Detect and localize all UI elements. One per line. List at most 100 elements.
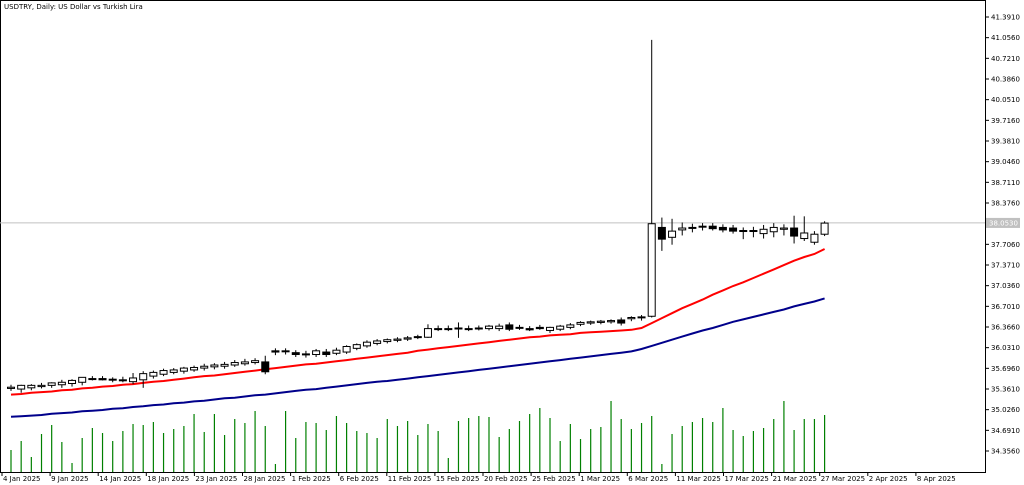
candle-body xyxy=(210,364,219,368)
x-tick-label: 15 Feb 2025 xyxy=(436,475,480,483)
candle-body xyxy=(505,324,514,330)
candle-body xyxy=(596,320,605,323)
y-tick-label: 34.6910 xyxy=(991,427,1020,435)
x-tick-label: 23 Jan 2025 xyxy=(195,475,237,483)
candle-body xyxy=(790,227,799,237)
candle-body xyxy=(281,350,290,353)
candle-body xyxy=(484,325,493,330)
candle-body xyxy=(698,225,707,228)
candle-body xyxy=(556,325,565,330)
candle-body xyxy=(678,227,687,231)
y-tick-label: 41.3910 xyxy=(991,14,1020,22)
y-tick-label: 37.3710 xyxy=(991,262,1020,270)
y-tick-label: 36.7010 xyxy=(991,303,1020,311)
candle-body xyxy=(586,321,595,324)
candle-body xyxy=(444,328,453,331)
x-tick-label: 1 Mar 2025 xyxy=(580,475,620,483)
y-tick-label: 38.3760 xyxy=(991,200,1020,208)
candle-body xyxy=(78,376,87,383)
y-tick-label: 35.3610 xyxy=(991,386,1020,394)
candle-body xyxy=(230,362,239,366)
candle-body xyxy=(108,378,117,381)
candle-body xyxy=(98,378,107,381)
candle-body xyxy=(464,328,473,331)
candle-body xyxy=(179,367,188,372)
candle-body xyxy=(57,381,66,386)
x-tick-label: 17 Mar 2025 xyxy=(725,475,769,483)
candle-body xyxy=(200,365,209,369)
candle-body xyxy=(27,384,36,389)
candle-body xyxy=(47,382,56,386)
candle-body xyxy=(566,324,575,328)
candle-body xyxy=(525,328,534,331)
candle-body xyxy=(739,230,748,233)
candle-body xyxy=(403,337,412,340)
candle-body xyxy=(617,319,626,324)
x-tick-label: 28 Jan 2025 xyxy=(244,475,286,483)
candle-body xyxy=(393,338,402,341)
candle-body xyxy=(535,326,544,330)
x-tick-label: 11 Feb 2025 xyxy=(388,475,432,483)
candle-body xyxy=(474,327,483,330)
candle-body xyxy=(342,345,351,353)
candle-body xyxy=(515,326,524,329)
candle-body xyxy=(261,361,270,373)
x-tick-label: 25 Feb 2025 xyxy=(532,475,576,483)
x-tick-label: 11 Mar 2025 xyxy=(676,475,720,483)
candle-body xyxy=(37,384,46,388)
candle-body xyxy=(810,233,819,243)
candle-body xyxy=(627,316,636,320)
candle-body xyxy=(271,350,280,353)
y-tick-label: 39.0460 xyxy=(991,158,1020,166)
x-tick-label: 8 Apr 2025 xyxy=(917,475,956,483)
candle-body xyxy=(251,360,260,364)
y-tick-label: 41.0560 xyxy=(991,34,1020,42)
candle-body xyxy=(749,230,758,233)
candle-body xyxy=(159,370,168,375)
candle-body xyxy=(68,379,77,385)
candle-body xyxy=(495,325,504,330)
candle-body xyxy=(729,227,738,232)
chart-title: USDTRY, Daily: US Dollar vs Turkish Lira xyxy=(4,3,143,11)
candle-body xyxy=(291,352,300,356)
y-tick-label: 36.3660 xyxy=(991,324,1020,332)
x-tick-label: 20 Feb 2025 xyxy=(484,475,528,483)
candle-body xyxy=(607,320,616,323)
candle-body xyxy=(423,328,432,338)
y-tick-label: 37.7060 xyxy=(991,241,1020,249)
x-tick-label: 9 Jan 2025 xyxy=(51,475,89,483)
candle-body xyxy=(546,326,555,331)
x-tick-label: 6 Feb 2025 xyxy=(340,475,379,483)
current-price-tag xyxy=(986,217,1020,228)
x-tick-label: 4 Jan 2025 xyxy=(3,475,41,483)
candle-body xyxy=(118,379,127,382)
candle-body xyxy=(413,336,422,339)
candle-body xyxy=(362,341,371,347)
y-tick-label: 34.3560 xyxy=(991,448,1020,456)
candle-body xyxy=(332,349,341,354)
candle-body xyxy=(576,321,585,325)
candle-body xyxy=(149,371,158,377)
y-tick-label: 37.0360 xyxy=(991,282,1020,290)
plot-frame xyxy=(0,0,986,473)
candle-body xyxy=(718,226,727,231)
candle-body xyxy=(352,344,361,349)
y-tick-label: 40.0510 xyxy=(991,96,1020,104)
candle-body xyxy=(139,373,148,381)
x-tick-label: 1 Feb 2025 xyxy=(292,475,331,483)
y-tick-label: 40.3860 xyxy=(991,76,1020,84)
candle-body xyxy=(17,384,26,390)
slow-moving-average-line xyxy=(10,297,825,418)
candle-body xyxy=(322,351,331,356)
y-tick-label: 36.0310 xyxy=(991,344,1020,352)
y-tick-label: 39.7160 xyxy=(991,117,1020,125)
candle-body xyxy=(7,386,15,389)
x-tick-label: 14 Jan 2025 xyxy=(99,475,141,483)
candle-body xyxy=(820,222,829,235)
candle-body xyxy=(708,225,717,230)
candle-body xyxy=(383,339,392,343)
candle-body xyxy=(220,363,229,367)
y-tick-label: 39.3810 xyxy=(991,138,1020,146)
y-tick-label: 35.6960 xyxy=(991,365,1020,373)
candle-body xyxy=(129,377,138,383)
